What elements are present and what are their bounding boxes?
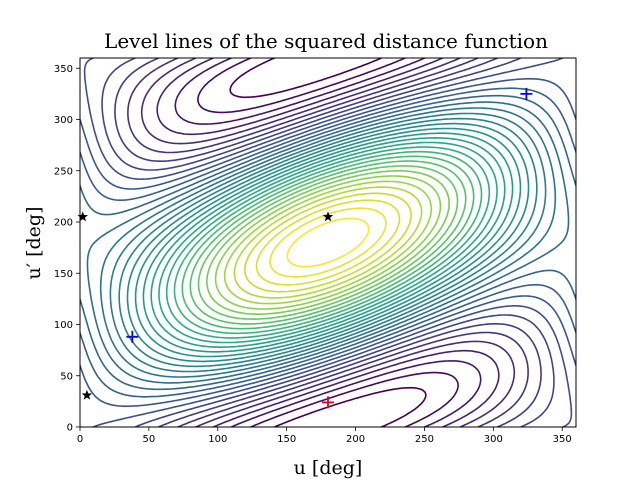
contour-lines [80, 58, 576, 427]
contour-level [189, 160, 467, 325]
y-tick-label: 100 [54, 320, 73, 331]
contour-level [150, 137, 506, 348]
y-tick-label: 250 [54, 166, 73, 177]
contour-level [233, 186, 423, 299]
y-tick-label: 200 [54, 218, 73, 229]
y-tick-label: 0 [67, 423, 73, 434]
x-axis-label: u [deg] [294, 457, 363, 479]
contour-level [109, 112, 547, 373]
contour-level [99, 107, 557, 378]
contour-level [206, 170, 450, 315]
minimum-marker [126, 330, 139, 343]
saddle-marker [77, 211, 88, 222]
contour-level [86, 101, 570, 384]
x-tick-label: 200 [346, 434, 365, 445]
contour-level [214, 175, 442, 310]
contour-level [80, 87, 576, 398]
chart-title: Level lines of the squared distance func… [104, 29, 548, 53]
contour-level [140, 58, 516, 427]
x-tick-label: 250 [415, 434, 434, 445]
contour-level [80, 78, 576, 407]
x-tick-label: 0 [77, 434, 83, 445]
y-tick-label: 150 [54, 269, 73, 280]
x-axis-ticks: 0 50 100 150 200 250 300 350 [77, 427, 572, 445]
x-tick-label: 300 [484, 434, 503, 445]
minimum-marker [520, 87, 533, 100]
contour-level [165, 146, 491, 339]
y-axis-ticks: 0 50 100 150 200 250 300 350 [54, 64, 80, 434]
plot-frame [79, 57, 577, 428]
contour-level [158, 141, 498, 344]
contour-level [255, 199, 401, 286]
y-tick-label: 300 [54, 115, 73, 126]
contour-level [118, 117, 538, 368]
contour-level [223, 180, 433, 305]
contour-level [286, 217, 370, 268]
y-tick-label: 350 [54, 64, 73, 75]
y-tick-label: 50 [60, 371, 73, 382]
contour-level [197, 58, 459, 427]
contour-level [181, 155, 475, 330]
saddle-marker [81, 389, 93, 400]
contour-level [126, 122, 530, 363]
x-tick-label: 150 [277, 434, 296, 445]
contour-level [101, 58, 555, 427]
maximum-marker [322, 396, 334, 409]
contour-level [269, 207, 387, 278]
contour-level [244, 192, 412, 293]
contour-level [142, 132, 514, 353]
contour-level [80, 94, 576, 391]
critical-point-markers [77, 87, 533, 409]
saddle-marker [322, 211, 334, 222]
x-tick-label: 350 [553, 434, 572, 445]
x-tick-label: 50 [143, 434, 156, 445]
x-tick-label: 100 [208, 434, 227, 445]
contour-level [173, 150, 483, 335]
contour-level [134, 127, 522, 358]
contour-level [197, 165, 459, 320]
plot-area [80, 58, 576, 427]
y-axis-label: u′ [deg] [23, 207, 45, 280]
